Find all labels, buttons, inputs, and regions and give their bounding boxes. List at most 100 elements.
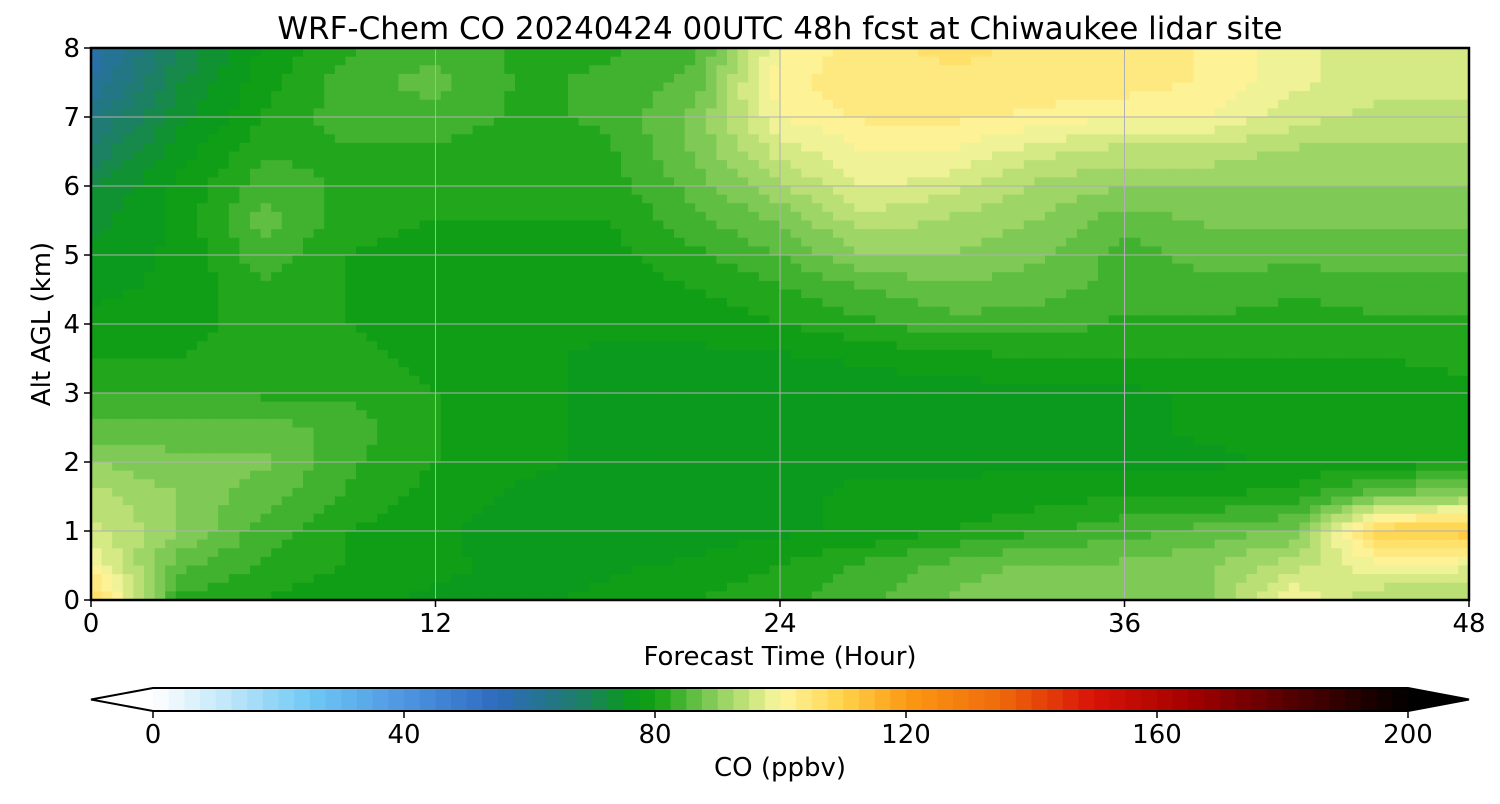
contour-cell [462, 393, 474, 403]
contour-cell [568, 505, 580, 515]
contour-cell [493, 462, 505, 472]
contour-cell [663, 582, 675, 592]
contour-cell [292, 194, 304, 204]
contour-cell [705, 125, 717, 135]
contour-cell [695, 211, 707, 222]
contour-cell [790, 513, 802, 523]
contour-cell [292, 393, 304, 403]
contour-cell [790, 505, 802, 515]
contour-cell [303, 48, 315, 58]
contour-cell [112, 160, 124, 170]
contour-cell [790, 151, 802, 161]
contour-cell [864, 56, 876, 66]
contour-cell [674, 56, 686, 66]
contour-cell [387, 565, 399, 575]
contour-cell [493, 574, 505, 584]
contour-cell [631, 401, 643, 411]
contour-cell [652, 246, 664, 256]
contour-cell [345, 177, 357, 187]
contour-cell [133, 401, 145, 411]
contour-cell [165, 160, 177, 170]
contour-cell [91, 203, 103, 213]
contour-cell [303, 151, 315, 161]
contour-cell [387, 168, 399, 178]
contour-cell [727, 367, 739, 377]
contour-cell [652, 341, 664, 351]
contour-cell [122, 349, 134, 360]
contour-cell [313, 82, 325, 92]
contour-cell [197, 177, 209, 187]
contour-cell [854, 186, 866, 196]
contour-cell [440, 82, 452, 92]
contour-cell [896, 410, 908, 420]
contour-cell [568, 263, 580, 273]
contour-cell [695, 479, 707, 489]
contour-cell [546, 539, 558, 549]
contour-cell [228, 453, 240, 463]
contour-cell [621, 332, 633, 342]
contour-cell [334, 99, 346, 109]
contour-cell [409, 280, 421, 291]
contour-cell [684, 539, 696, 549]
contour-cell [769, 375, 781, 385]
contour-cell [642, 263, 654, 273]
contour-cell [504, 436, 516, 446]
contour-cell [557, 177, 569, 187]
contour-cell [345, 91, 357, 101]
contour-cell [472, 306, 484, 316]
contour-cell [218, 237, 230, 247]
contour-cell [218, 401, 230, 411]
contour-cell [451, 298, 463, 308]
contour-cell [536, 298, 548, 308]
contour-cell [207, 306, 219, 316]
contour-cell [398, 418, 410, 429]
contour-cell [472, 194, 484, 204]
contour-cell [854, 522, 866, 532]
contour-cell [493, 168, 505, 178]
contour-cell [271, 341, 283, 351]
contour-cell [599, 539, 611, 549]
contour-cell [122, 168, 134, 178]
contour-cell [165, 324, 177, 334]
contour-cell [504, 505, 516, 515]
contour-cell [811, 211, 823, 222]
contour-cell [589, 531, 601, 541]
contour-cell [737, 298, 749, 308]
contour-cell [440, 522, 452, 532]
contour-cell [621, 548, 633, 558]
contour-cell [186, 125, 198, 135]
contour-cell [801, 479, 813, 489]
contour-cell [568, 393, 580, 403]
contour-cell [303, 117, 315, 127]
contour-cell [409, 436, 421, 446]
contour-cell [250, 375, 262, 385]
contour-cell [186, 358, 198, 368]
contour-cell [578, 142, 590, 153]
contour-cell [334, 393, 346, 403]
contour-cell [536, 272, 548, 282]
contour-cell [292, 531, 304, 541]
contour-cell [864, 410, 876, 420]
contour-cell [91, 298, 103, 308]
contour-cell [536, 410, 548, 420]
contour-cell [589, 556, 601, 567]
contour-cell [536, 393, 548, 403]
contour-cell [271, 263, 283, 273]
contour-cell [313, 65, 325, 75]
contour-cell [610, 375, 622, 385]
contour-cell [546, 117, 558, 127]
contour-cell [451, 332, 463, 342]
contour-cell [91, 65, 103, 75]
contour-cell [568, 194, 580, 204]
contour-cell [260, 393, 272, 403]
contour-cell [345, 99, 357, 109]
contour-cell [886, 341, 898, 351]
contour-cell [896, 298, 908, 308]
contour-cell [886, 255, 898, 265]
contour-cell [822, 444, 834, 454]
contour-cell [568, 367, 580, 377]
contour-cell [207, 393, 219, 403]
contour-cell [536, 246, 548, 256]
contour-cell [748, 108, 760, 118]
contour-cell [398, 332, 410, 342]
